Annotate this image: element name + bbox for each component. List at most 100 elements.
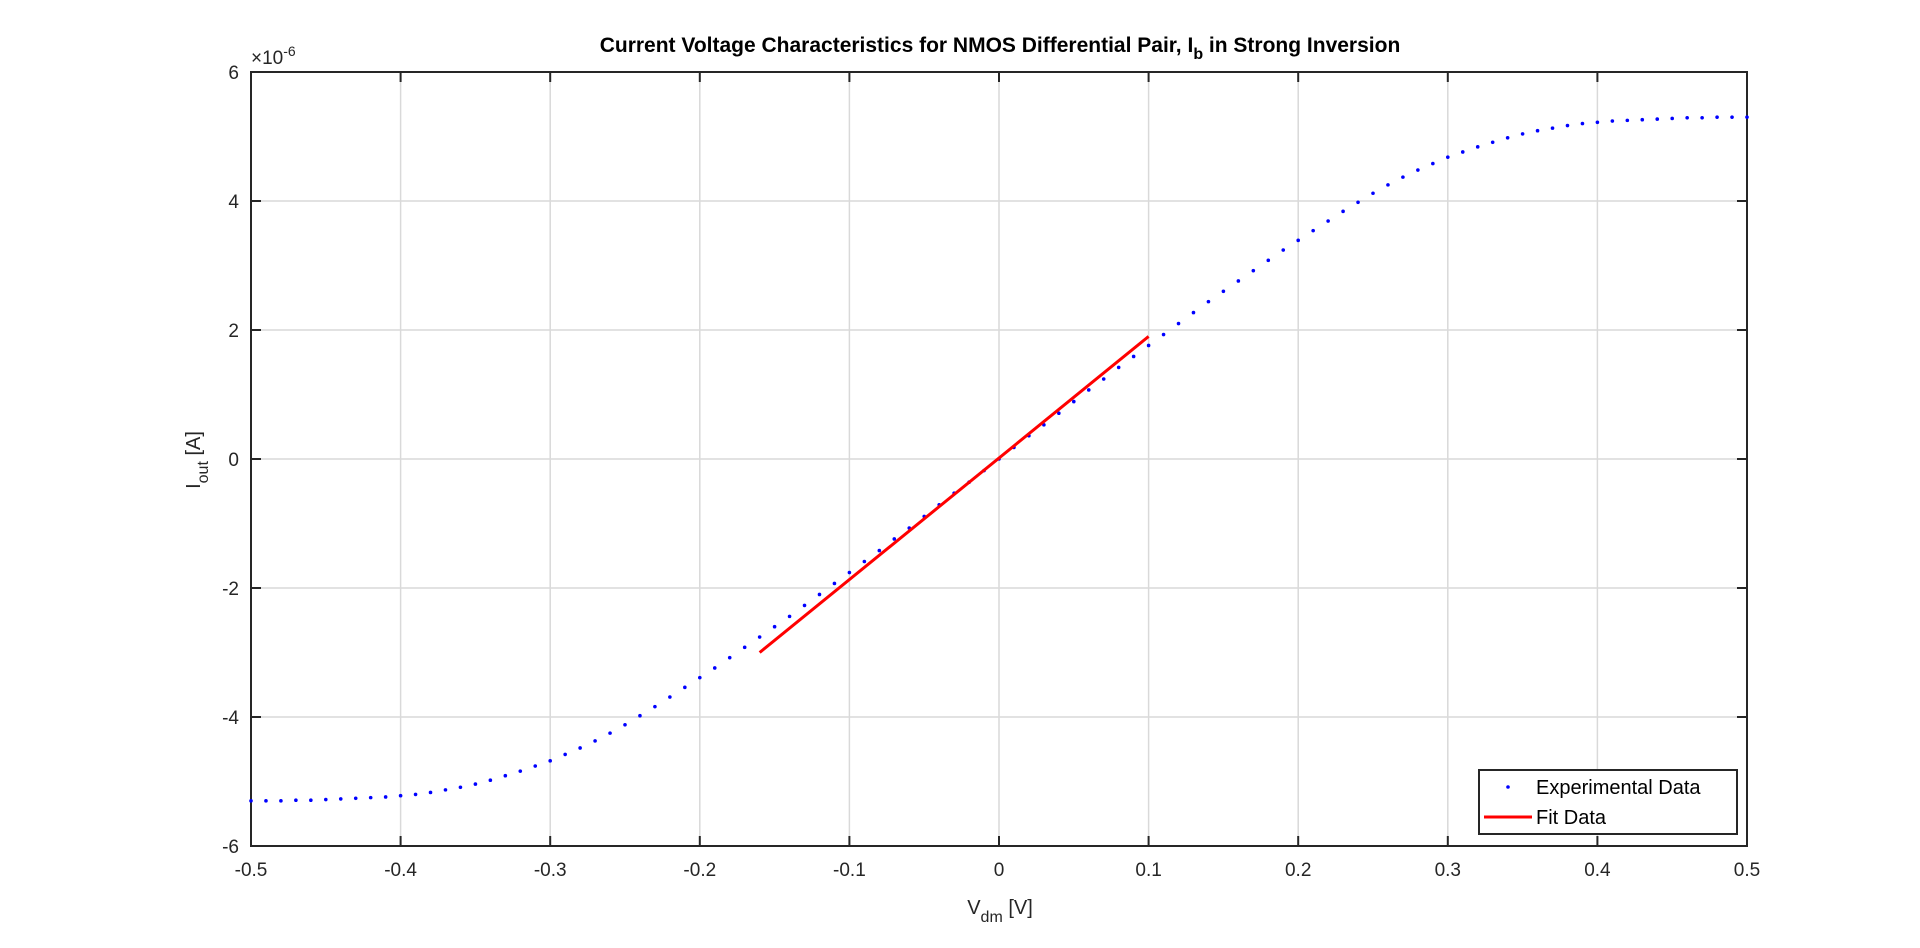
- experimental-data-point: [862, 559, 867, 564]
- experimental-data-point: [1610, 119, 1615, 123]
- experimental-data-point: [413, 792, 418, 797]
- experimental-data-point: [1505, 135, 1510, 140]
- experimental-data-point: [1236, 279, 1241, 283]
- experimental-data-point: [1416, 168, 1420, 172]
- experimental-data-point: [533, 764, 538, 768]
- experimental-data-point: [1086, 388, 1091, 392]
- experimental-data-point: [1281, 248, 1286, 252]
- y-axis-exponent: ×10-6: [251, 43, 296, 69]
- experimental-data-point: [1745, 115, 1749, 119]
- x-tick-label: 0.3: [1435, 860, 1461, 881]
- experimental-data-point: [368, 795, 373, 800]
- experimental-data-point: [1490, 140, 1495, 145]
- experimental-data-point: [757, 635, 762, 639]
- y-tick-label: 6: [228, 63, 239, 84]
- x-tick-label: 0.2: [1285, 860, 1311, 881]
- experimental-data-point: [638, 713, 642, 718]
- legend: Experimental Data Fit Data: [1478, 769, 1738, 835]
- experimental-data-point: [488, 778, 493, 783]
- experimental-data-point: [518, 769, 523, 773]
- experimental-data-point: [548, 759, 552, 763]
- experimental-data-point: [1685, 115, 1689, 120]
- legend-label-fit: Fit Data: [1536, 807, 1607, 829]
- experimental-data-point: [563, 752, 567, 757]
- experimental-data-point: [1176, 321, 1181, 326]
- y-tick-label: -6: [222, 837, 239, 858]
- experimental-data-point: [712, 666, 717, 670]
- experimental-data-point: [1401, 175, 1405, 179]
- experimental-data-point: [309, 798, 313, 803]
- experimental-data-point: [1072, 399, 1076, 404]
- experimental-data-point: [1191, 310, 1196, 315]
- experimental-data-point: [1520, 132, 1525, 136]
- experimental-data-point: [503, 773, 508, 778]
- experimental-data-point: [802, 603, 807, 608]
- experimental-data-point: [1431, 161, 1435, 166]
- experimental-data-point: [1221, 289, 1226, 294]
- x-tick-label: -0.5: [235, 860, 268, 881]
- experimental-data-point: [653, 704, 657, 709]
- x-axis-label: Vdm [V]: [967, 897, 1033, 926]
- experimental-data-point: [294, 798, 298, 803]
- fit-data-line: [758, 335, 1150, 654]
- series: [249, 115, 1749, 803]
- y-tick-label: 2: [228, 321, 239, 342]
- experimental-data-point: [443, 788, 448, 792]
- experimental-data-point: [1460, 150, 1465, 154]
- experimental-data-point: [1161, 332, 1166, 337]
- experimental-data-point: [1251, 268, 1256, 273]
- y-tick-label: 4: [228, 192, 239, 213]
- experimental-data-point: [1446, 155, 1450, 159]
- experimental-data-point: [1266, 258, 1271, 263]
- y-axis-label: Iout [A]: [183, 431, 212, 489]
- experimental-data-point: [1700, 115, 1704, 120]
- experimental-data-point: [1640, 117, 1645, 122]
- experimental-data-point: [1131, 354, 1136, 359]
- experimental-data-point: [832, 581, 837, 586]
- experimental-data-point: [264, 799, 268, 803]
- x-tick-label: -0.4: [384, 860, 417, 881]
- experimental-data-point: [1326, 219, 1330, 223]
- experimental-data-point: [1475, 145, 1480, 149]
- experimental-data-point: [1356, 200, 1360, 205]
- experimental-data-point: [1057, 411, 1061, 416]
- experimental-data-point: [383, 795, 388, 799]
- experimental-data-point: [668, 695, 672, 699]
- experimental-data-point: [593, 739, 597, 743]
- experimental-data-point: [1730, 115, 1734, 119]
- x-tick-label: 0.5: [1734, 860, 1760, 881]
- experimental-data-point: [1146, 343, 1151, 348]
- legend-box: [1478, 769, 1738, 835]
- y-tick-label: 0: [228, 450, 239, 471]
- experimental-data-point: [1595, 120, 1600, 125]
- experimental-data-point: [1116, 365, 1121, 370]
- experimental-data-point: [608, 731, 612, 735]
- experimental-data-point: [1386, 183, 1390, 187]
- x-tick-label: -0.2: [683, 860, 716, 881]
- experimental-data-point: [742, 645, 747, 650]
- experimental-data-point: [623, 722, 627, 727]
- x-tick-label: -0.1: [833, 860, 866, 881]
- experimental-data-point: [1206, 299, 1211, 304]
- y-tick-label: -2: [222, 579, 239, 600]
- experimental-data-point: [877, 548, 882, 553]
- legend-marker-experimental: [1506, 785, 1510, 789]
- experimental-data-point: [1625, 118, 1630, 123]
- experimental-data-point: [249, 799, 253, 803]
- experimental-data-point: [1670, 116, 1674, 121]
- experimental-data-point: [398, 793, 403, 798]
- x-tick-label: 0.4: [1584, 860, 1611, 881]
- experimental-data-point: [279, 799, 283, 803]
- experimental-data-point: [1371, 191, 1375, 196]
- experimental-data-point: [772, 624, 777, 629]
- y-tick-label: -4: [222, 708, 239, 729]
- experimental-data-point: [1311, 228, 1315, 233]
- experimental-data-point: [787, 614, 792, 619]
- experimental-data-point: [1101, 377, 1106, 381]
- experimental-data-point: [1296, 238, 1300, 243]
- experimental-data-point: [1535, 128, 1540, 133]
- experimental-data-point: [338, 797, 343, 801]
- experimental-data-point: [324, 797, 328, 802]
- experimental-data-point: [353, 796, 358, 801]
